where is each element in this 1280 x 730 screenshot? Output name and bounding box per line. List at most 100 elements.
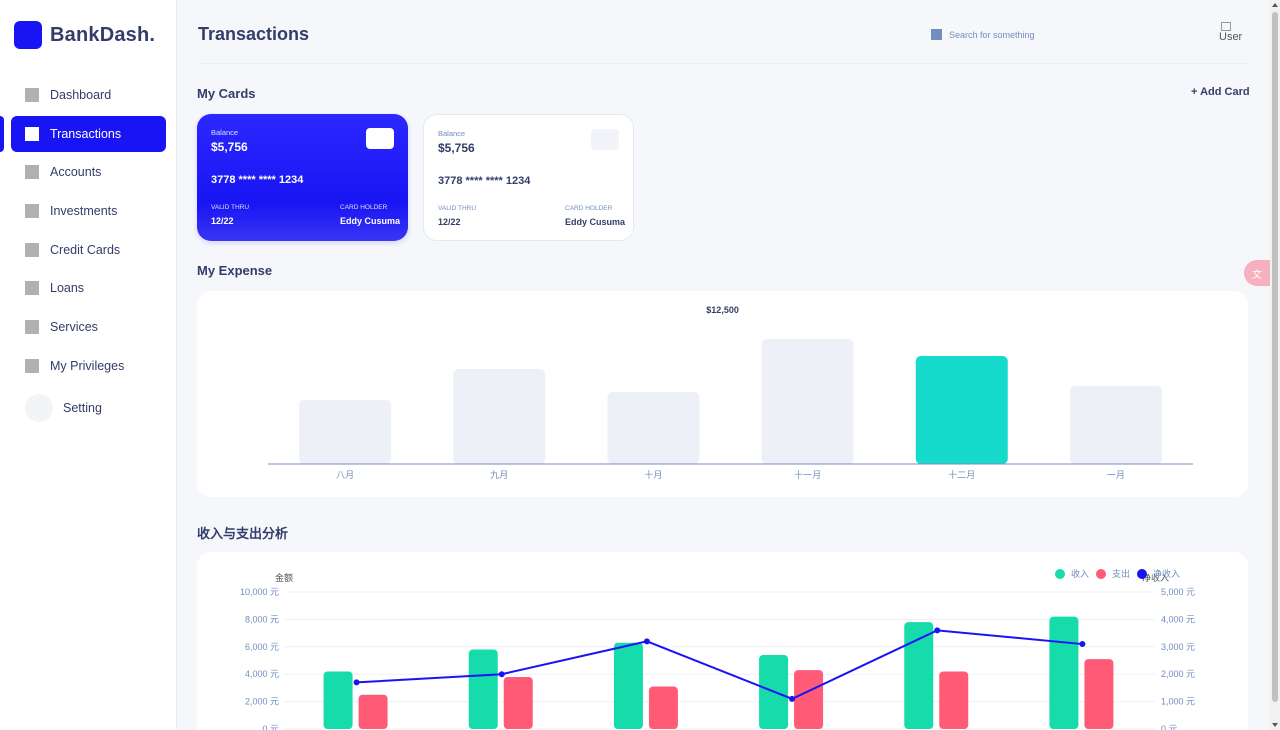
my-expense-title: My Expense [197,263,273,278]
y2-tick-label: 1,000 元 [1161,697,1195,707]
expense-bar [358,694,388,729]
search-icon [931,29,942,40]
y-tick-label: 10,000 元 [240,587,279,597]
avatar[interactable]: User [1219,22,1242,43]
net-income-point [1079,641,1086,648]
net-income-point [789,695,796,702]
expense-bar [761,339,854,464]
loan-icon [25,281,39,296]
sidebar-item-my-privileges[interactable]: My Privileges [0,348,177,384]
transfer-icon [25,126,39,141]
card-holder-label: CARD HOLDER [565,205,613,212]
expense-bar [915,356,1008,464]
avatar-alt-text: User [1219,31,1243,43]
legend-marker [1137,569,1147,579]
sidebar-item-credit-cards[interactable]: Credit Cards [0,232,177,268]
expense-chart-panel: 八月 九月 十月 十一月 $12,500 十二月 一月 [197,291,1248,497]
scrollbar[interactable] [1270,0,1280,730]
income-bar [1049,616,1079,729]
analysis-title: 收入与支出分析 [197,526,289,541]
legend-label: 收入 [1071,568,1089,579]
gear-icon [25,393,53,422]
x-tick-label: 十一月 [794,469,821,480]
sidebar-item-transactions[interactable]: Transactions [0,115,166,152]
y2-tick-label: 0 元 [1161,724,1178,730]
legend-label: 净收入 [1153,568,1180,579]
privilege-icon [25,358,39,373]
sidebar-nav: Dashboard Transactions Accounts Investme… [0,77,177,429]
sidebar-item-accounts[interactable]: Accounts [0,154,177,190]
sidebar-item-label: Investments [50,204,118,219]
expense-chart: 八月 九月 十月 十一月 $12,500 十二月 一月 [268,305,1193,480]
y-tick-label: 6,000 元 [245,642,279,652]
card-holder-value: Eddy Cusuma [340,216,401,226]
y-tick-label: 4,000 元 [245,669,279,679]
valid-thru-label: VALID THRU [438,205,477,212]
sidebar-item-investments[interactable]: Investments [0,193,177,229]
y-tick-label: 0 元 [262,724,279,730]
balance-label: Balance [438,129,466,138]
sidebar-item-services[interactable]: Services [0,309,177,345]
sidebar-item-label: Services [50,320,98,335]
x-tick-label: 十月 [644,469,662,480]
net-income-point [934,627,941,634]
logo[interactable]: BankDash. [14,21,155,49]
income-bar [904,622,934,729]
y-tick-label: 2,000 元 [245,697,279,707]
scroll-down-arrow-icon[interactable] [1272,723,1278,727]
header: Transactions User [177,0,1280,64]
expense-bar [794,670,824,729]
legend-label: 支出 [1112,568,1130,579]
x-tick-label: 八月 [336,470,354,480]
y2-tick-label: 3,000 元 [1161,642,1195,652]
x-tick-label: 十二月 [948,469,975,480]
data-label: $12,500 [706,305,739,315]
y2-tick-label: 5,000 元 [1161,587,1195,597]
investment-icon [25,204,39,219]
credit-card[interactable]: Balance $5,756 3778 **** **** 1234 VALID… [197,114,408,241]
x-tick-label: 一月 [1107,470,1125,480]
search-bar[interactable] [931,29,1089,40]
scroll-thumb[interactable] [1272,12,1278,702]
credit-card[interactable]: Balance $5,756 3778 **** **** 1234 VALID… [423,114,634,241]
y2-axis-label: 净收入 [1142,572,1169,583]
analysis-chart-panel: 0 元 2,000 元 4,000 元 6,000 元 8,000 元 10,000 元 0… [197,552,1248,730]
expense-bar [607,392,700,464]
net-income-point [498,671,505,678]
sidebar-item-label: Dashboard [50,88,112,102]
scroll-up-arrow-icon[interactable] [1272,3,1278,7]
sidebar-item-dashboard[interactable]: Dashboard [0,77,177,113]
legend-marker [1096,569,1106,579]
analysis-chart: 0 元 2,000 元 4,000 元 6,000 元 8,000 元 10,000 元 0… [240,568,1195,730]
card-number: 3778 **** **** 1234 [438,175,531,187]
expense-bar [1084,659,1114,729]
expense-bar [939,671,969,729]
card-chip-icon [366,128,394,149]
app-name: BankDash. [50,23,156,46]
net-income-line [356,629,1083,700]
income-bar [613,642,643,729]
add-card-button[interactable]: + Add Card [1191,86,1250,98]
service-icon [25,320,39,335]
sidebar-item-label: Accounts [50,165,102,180]
header-divider [198,63,1248,64]
sidebar-item-label: Transactions [50,126,122,141]
user-icon [25,165,39,180]
y-tick-label: 8,000 元 [245,614,279,624]
income-bar [468,649,498,729]
page-title: Transactions [198,24,310,44]
legend-marker [1055,569,1065,579]
x-tick-label: 九月 [490,470,508,480]
sidebar-item-label: Credit Cards [50,242,121,257]
translate-button[interactable]: 文 [1244,260,1270,286]
search-input[interactable] [949,29,1089,40]
expense-bar [648,686,678,729]
expense-bar [503,676,533,729]
broken-image-icon [1221,22,1231,31]
home-icon [25,88,39,102]
valid-thru-label: VALID THRU [211,204,250,211]
sidebar-item-loans[interactable]: Loans [0,270,177,306]
sidebar-item-setting[interactable]: Setting [0,390,177,426]
sidebar: BankDash. Dashboard Transactions Account… [0,0,177,730]
income-bar [323,671,353,729]
